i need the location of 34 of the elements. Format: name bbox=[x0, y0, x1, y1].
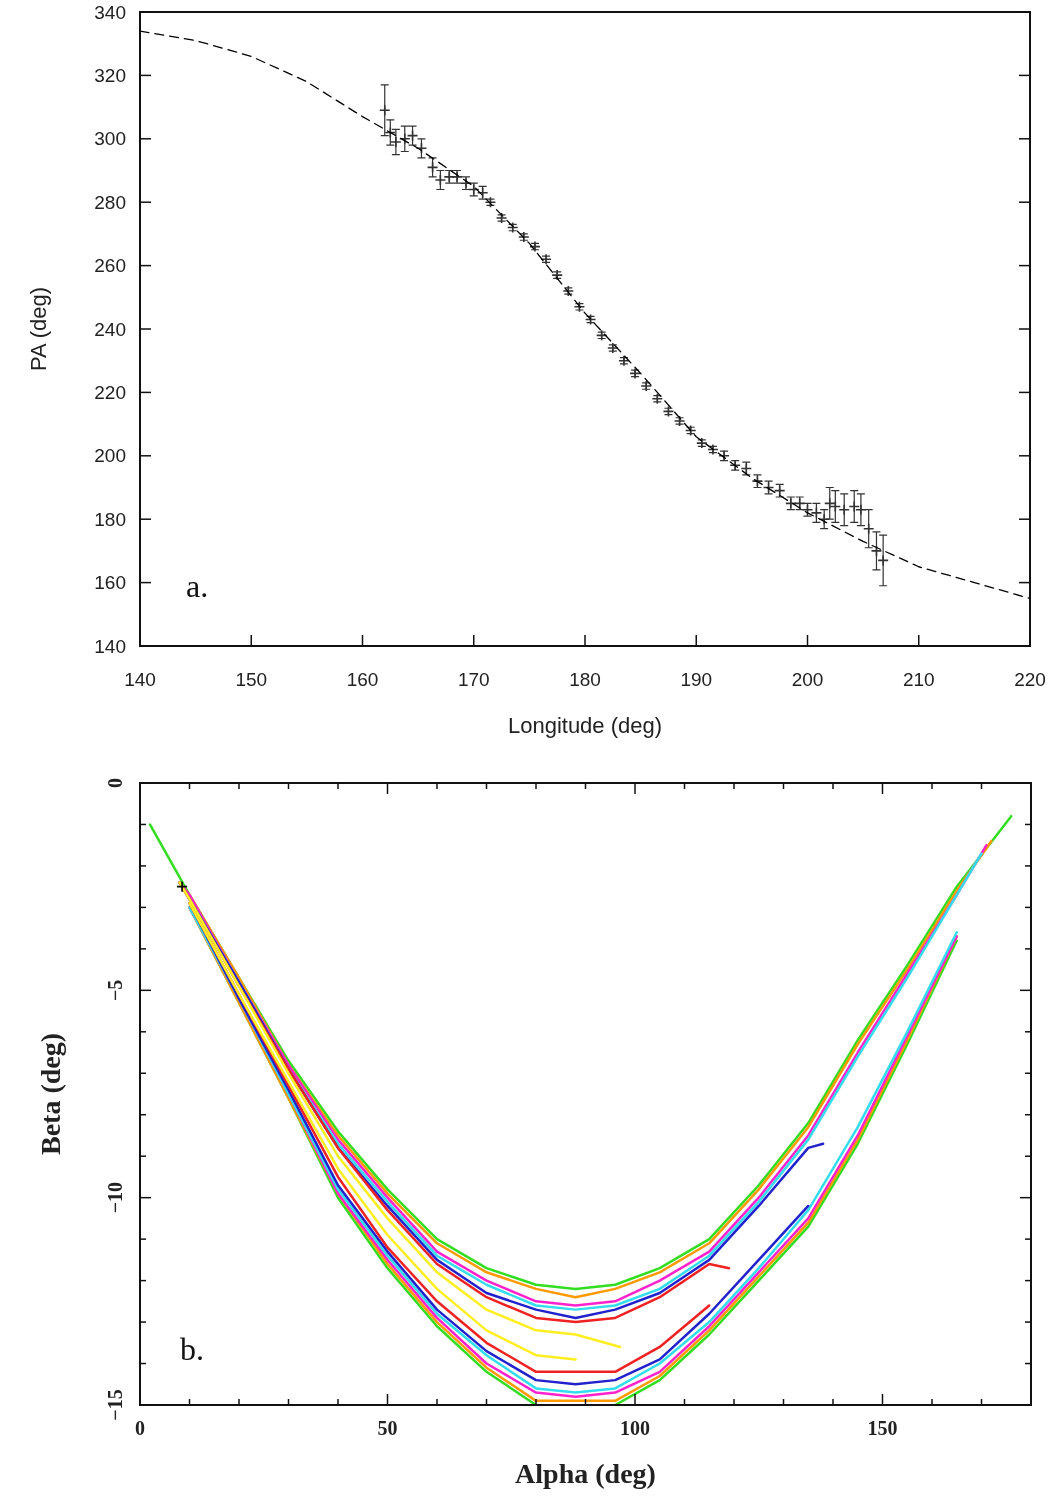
y-tick-label: 220 bbox=[94, 382, 126, 404]
x-tick-label: 210 bbox=[902, 669, 935, 690]
y-tick-label: −5 bbox=[104, 979, 126, 1002]
x-tick-label: 170 bbox=[457, 669, 490, 690]
x-tick-label: 50 bbox=[377, 1417, 398, 1439]
y-tick-label: 0 bbox=[104, 778, 126, 788]
y-tick-label: 280 bbox=[94, 191, 126, 213]
x-axis-title: Longitude (deg) bbox=[507, 713, 663, 738]
x-tick-label: 150 bbox=[235, 669, 268, 690]
y-tick-label: 140 bbox=[94, 635, 126, 657]
y-tick-label: 240 bbox=[94, 318, 126, 340]
annotation: a. bbox=[186, 568, 209, 604]
y-tick-label: −15 bbox=[104, 1389, 126, 1421]
y-tick-label: 160 bbox=[94, 572, 126, 594]
y-tick-label: 320 bbox=[94, 65, 126, 87]
x-tick-label: 190 bbox=[680, 669, 713, 690]
x-tick-label: 220 bbox=[1014, 669, 1046, 690]
y-tick-label: −10 bbox=[104, 1181, 126, 1214]
y-tick-label: 200 bbox=[94, 445, 126, 467]
x-tick-label: 160 bbox=[346, 669, 379, 690]
x-tick-label: 0 bbox=[135, 1417, 145, 1439]
y-tick-label: 260 bbox=[94, 255, 126, 277]
y-tick-label: 180 bbox=[94, 508, 126, 530]
x-tick-label: 100 bbox=[620, 1417, 650, 1439]
y-axis-title: PA (deg) bbox=[26, 287, 51, 371]
y-tick-label: 300 bbox=[94, 128, 126, 150]
annotation: b. bbox=[180, 1331, 204, 1367]
y-axis-title: Beta (deg) bbox=[35, 1032, 66, 1156]
y-tick-label: 340 bbox=[94, 1, 126, 23]
x-axis-title: Alpha (deg) bbox=[515, 1458, 656, 1489]
x-tick-label: 200 bbox=[791, 669, 824, 690]
x-tick-label: 150 bbox=[867, 1417, 898, 1439]
x-tick-label: 140 bbox=[124, 669, 156, 690]
x-tick-label: 180 bbox=[569, 669, 601, 690]
